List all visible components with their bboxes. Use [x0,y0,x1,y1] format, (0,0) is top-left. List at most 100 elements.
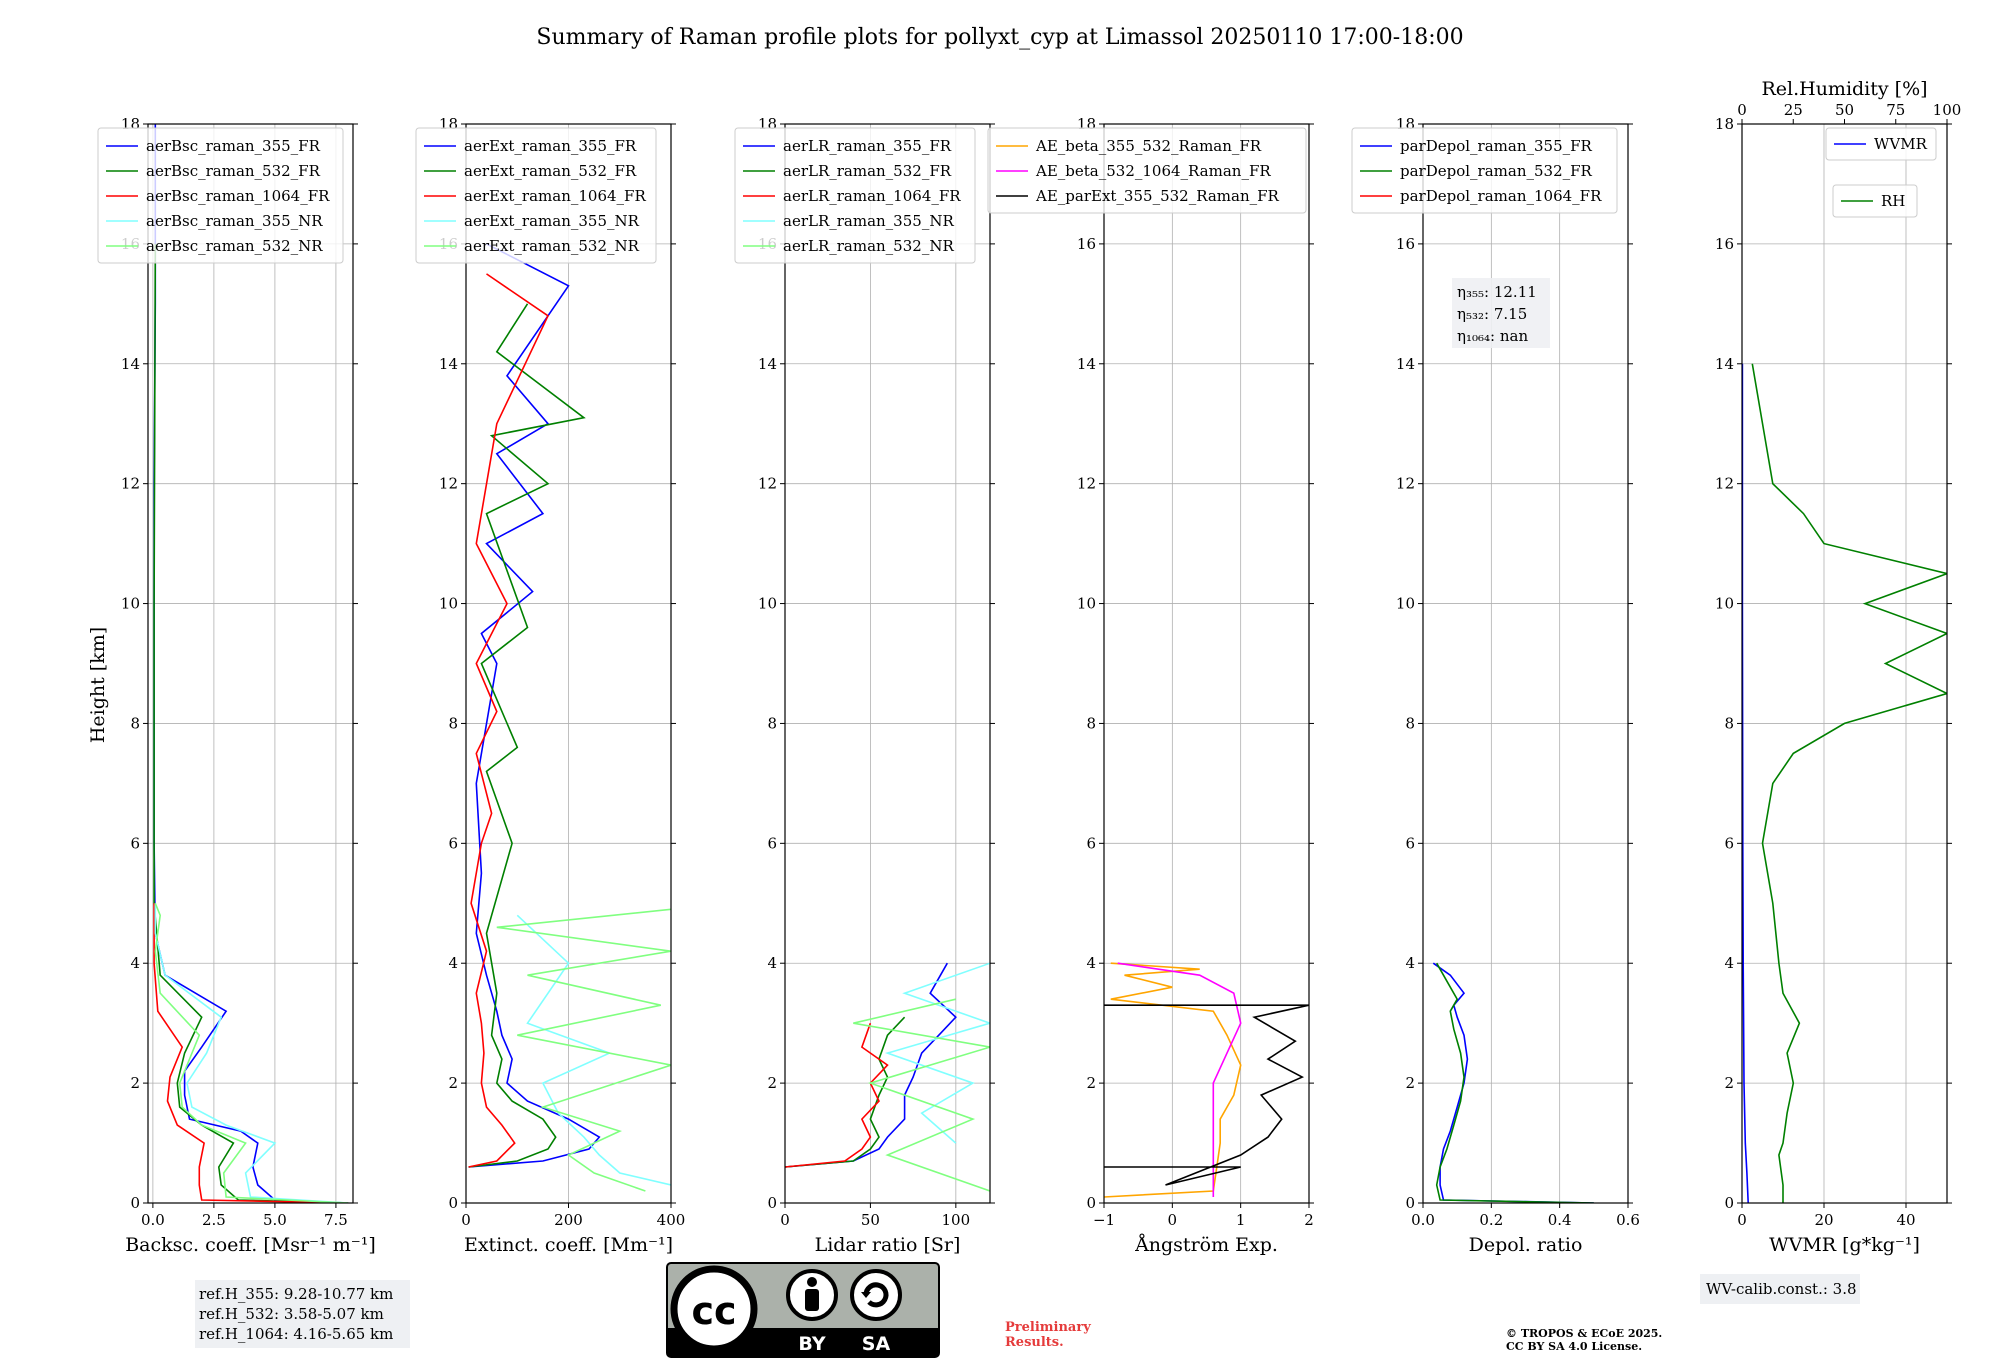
x-tick-label: 400 [657,1211,686,1229]
y-tick-label: 6 [767,834,777,852]
legend-backscatter: aerBsc_raman_355_FR aerBsc_raman_532_FRae… [97,127,344,264]
x-axis-label: WVMR [g*kg⁻¹] [1769,1234,1920,1256]
x-tick-label: 50 [861,1211,880,1229]
y-tick-label: 10 [1715,595,1734,613]
y-tick-label: 6 [448,834,458,852]
axes-frame [1741,123,1948,1204]
y-tick-label: 0 [767,1194,777,1212]
x-axis-label: Lidar ratio [Sr] [815,1234,961,1256]
legend-box [987,127,1307,214]
legend-label: aerExt_raman_355_FR [464,137,637,155]
y-tick-label: 12 [121,475,140,493]
ref-height-532: ref.H_532: 3.58-5.07 km [199,1305,384,1323]
series-line-AE_beta_532_1064_Raman_FR [1117,962,1242,1197]
y-tick-label: 14 [758,355,777,373]
legend-label: aerLR_raman_355_NR [783,212,954,230]
legend-label: AE_beta_532_1064_Raman_FR [1035,162,1271,180]
x-tick-label: 0 [1168,1211,1178,1229]
x-axis-label: Extinct. coeff. [Mm⁻¹] [464,1234,673,1256]
axes-frame [147,123,354,1204]
cc-by-sa-badge: cc BY SA [666,1262,940,1358]
x-tick-label: 100 [942,1211,971,1229]
legend-wvmr-0: WVMR [1825,127,1937,161]
legend-box [1832,184,1918,218]
y-tick-label: 0 [448,1194,458,1212]
eta-annotations: η₃₅₅: 12.11 η₅₃₂: 7.15 η₁₀₆₄: nan [1452,278,1550,348]
y-tick-label: 4 [1405,954,1415,972]
y-tick-label: 12 [1396,475,1415,493]
y-tick-label: 16 [1077,235,1096,253]
x-tick-label: 5.0 [263,1211,287,1229]
y-tick-label: 12 [758,475,777,493]
y-tick-label: 2 [130,1074,140,1092]
y-tick-label: 8 [1086,714,1096,732]
x-axis-label: Backsc. coeff. [Msr⁻¹ m⁻¹] [125,1234,376,1256]
top-tick-label: 75 [1886,101,1905,119]
x-tick-label: 0.0 [1411,1211,1435,1229]
x-tick-label: 0 [780,1211,790,1229]
series-line-parDepol_raman_532_FR [1435,962,1594,1203]
eta-value: η₃₅₅: 12.11 [1457,283,1537,301]
legend-label: aerBsc_raman_1064_FR [146,187,330,205]
x-tick-label: 0.2 [1479,1211,1503,1229]
series-line-aerExt_raman_355_FR [468,243,601,1168]
y-tick-label: 10 [758,595,777,613]
x-tick-label: 2 [1304,1211,1314,1229]
eta-value: η₁₀₆₄: nan [1457,327,1528,345]
y-tick-label: 4 [130,954,140,972]
x-tick-label: 7.5 [324,1211,348,1229]
x-axis-label: Depol. ratio [1469,1234,1583,1256]
y-tick-label: 8 [1724,714,1734,732]
preliminary-line-2: Results. [1005,1335,1064,1350]
y-tick-label: 6 [1405,834,1415,852]
legend-label: aerLR_raman_532_NR [783,237,954,255]
y-tick-label: 4 [1724,954,1734,972]
wv-calibration-box: WV-calib.const.: 3.8 [1700,1274,1860,1304]
x-tick-label: 2.5 [202,1211,226,1229]
x-tick-label: 1 [1236,1211,1246,1229]
figure-title: Summary of Raman profile plots for polly… [536,25,1463,50]
copyright-line-1: © TROPOS & ECoE 2025. [1506,1327,1663,1340]
y-tick-label: 14 [439,355,458,373]
y-tick-label: 0 [1086,1194,1096,1212]
x-tick-label: −1 [1093,1211,1115,1229]
legend-label: aerBsc_raman_355_FR [146,137,321,155]
series-line-RH [1751,363,1947,1203]
series-line-aerLR_raman_532_NR [853,998,990,1192]
top-axis-label: Rel.Humidity [%] [1761,78,1927,100]
y-tick-label: 2 [1405,1074,1415,1092]
series-line-aerExt_raman_355_NR [516,914,671,1186]
y-tick-label: 4 [1086,954,1096,972]
series-line-aerExt_raman_1064_FR [468,273,550,1168]
panel-extinction: 0246810121416180200400Extinct. coeff. [M… [415,115,686,1256]
y-tick-label: 6 [1724,834,1734,852]
legend-wvmr-1: RH [1832,184,1918,218]
panel-lidar-ratio: 024681012141618050100Lidar ratio [Sr]aer… [734,115,995,1256]
y-tick-label: 2 [1724,1074,1734,1092]
copyright-note: © TROPOS & ECoE 2025. CC BY SA 4.0 Licen… [1506,1327,1662,1353]
axes-frame [1103,123,1310,1204]
legend-lidar-ratio: aerLR_raman_355_FR aerLR_raman_532_FR aerL… [734,127,976,264]
legend-label: RH [1881,192,1905,210]
legend-label: AE_beta_355_532_Raman_FR [1035,137,1262,155]
y-tick-label: 16 [1396,235,1415,253]
series-line-AE_parExt_355_532_Raman_FR [1104,1004,1309,1186]
y-tick-label: 2 [1086,1074,1096,1092]
series-line-parDepol_raman_355_FR [1432,962,1594,1203]
share-alike-icon [850,1269,902,1321]
legend-label: aerBsc_raman_532_FR [146,162,321,180]
svg-text:cc: cc [691,1289,736,1333]
series-line-aerLR_raman_532_FR [785,1016,906,1168]
x-tick-label: 20 [1814,1211,1833,1229]
y-tick-label: 10 [1396,595,1415,613]
legend-label: parDepol_raman_532_FR [1400,162,1593,180]
legend-label: WVMR [1874,135,1928,153]
top-tick-label: 100 [1933,101,1962,119]
y-tick-label: 10 [121,595,140,613]
legend-label: aerLR_raman_1064_FR [783,187,961,205]
x-tick-label: 0.6 [1616,1211,1640,1229]
